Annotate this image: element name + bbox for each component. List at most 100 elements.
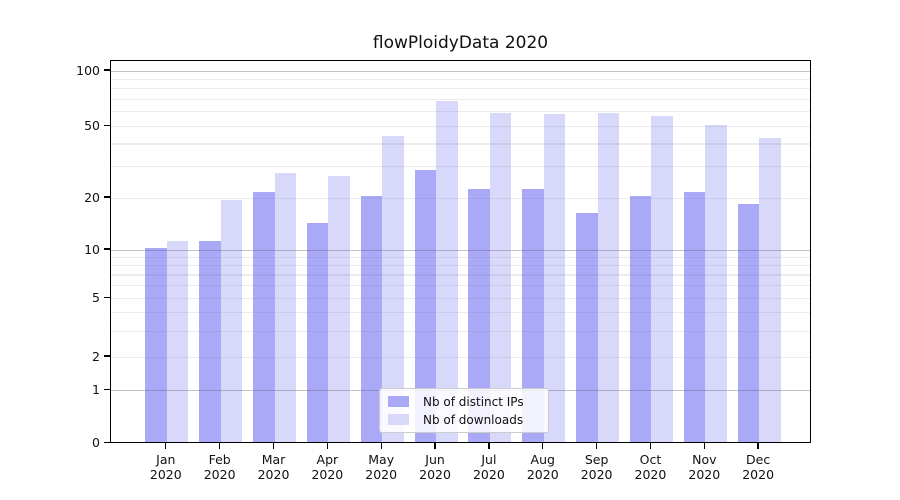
- bar-distinct-ips-aug: [522, 188, 544, 442]
- y-axis-tick-label: 2: [92, 348, 100, 364]
- x-tick-month: Sep: [584, 451, 609, 467]
- y-axis-tick-label: 1: [92, 382, 100, 397]
- x-tick-year: 2020: [419, 467, 451, 483]
- x-tick-month: Jul: [481, 451, 497, 467]
- x-axis-tick-label: May 2020: [349, 452, 413, 483]
- bar-downloads-dec: [759, 138, 781, 442]
- gridline-minor: [111, 265, 810, 267]
- bar-distinct-ips-dec: [737, 204, 760, 442]
- x-axis-tick-label: Dec 2020: [726, 452, 790, 483]
- legend-item-distinct-ips: Nb of distinct IPs: [388, 395, 540, 409]
- y-axis-tick-label: 50: [84, 118, 100, 133]
- x-tick-year: 2020: [365, 467, 398, 483]
- bar-distinct-ips-jan: [145, 248, 167, 442]
- y-axis-tick-mark: [103, 196, 110, 198]
- bar-distinct-ips-sep: [576, 212, 598, 442]
- x-tick-year: 2020: [634, 467, 667, 483]
- gridline-minor: [111, 99, 810, 101]
- gridline-minor: [111, 126, 810, 128]
- gridline-minor: [111, 143, 810, 145]
- legend-label-downloads: Nb of downloads: [423, 412, 524, 427]
- bar-downloads-sep: [597, 112, 620, 442]
- x-tick-month: Nov: [692, 451, 717, 467]
- y-axis-tick-mark: [103, 355, 110, 357]
- legend: Nb of distinct IPs Nb of downloads: [379, 388, 549, 433]
- y-axis-tick-mark: [103, 69, 110, 71]
- gridline-major: [111, 249, 810, 251]
- x-axis-tick-label: Feb 2020: [188, 452, 252, 483]
- x-axis-tick-mark: [326, 442, 329, 449]
- x-axis-tick-mark: [757, 442, 759, 449]
- x-axis-tick-mark: [380, 442, 382, 449]
- x-axis-tick-label: Apr 2020: [295, 452, 359, 483]
- x-axis-tick-label: Jan 2020: [134, 452, 198, 483]
- bar-downloads-jan: [166, 241, 189, 442]
- x-tick-month: Feb: [208, 451, 231, 467]
- x-tick-year: 2020: [688, 467, 721, 483]
- x-tick-month: May: [368, 451, 395, 467]
- bar-distinct-ips-may: [360, 196, 383, 442]
- bar-downloads-apr: [328, 175, 350, 442]
- x-tick-year: 2020: [257, 467, 290, 483]
- x-tick-year: 2020: [526, 467, 559, 483]
- y-axis-tick-mark: [103, 248, 110, 250]
- x-tick-year: 2020: [742, 467, 775, 483]
- x-axis-tick-label: Nov 2020: [672, 452, 736, 483]
- legend-label-distinct-ips: Nb of distinct IPs: [423, 394, 524, 409]
- bar-distinct-ips-nov: [683, 192, 706, 442]
- x-axis-tick-mark: [542, 442, 544, 449]
- gridline-minor: [111, 197, 810, 199]
- y-axis-tick-label: 100: [76, 62, 100, 78]
- gridline-minor: [111, 78, 810, 81]
- x-tick-year: 2020: [311, 467, 344, 483]
- y-axis-tick-label: 0: [92, 435, 100, 450]
- legend-swatch-distinct-ips-icon: [388, 396, 409, 407]
- gridline-minor: [111, 356, 810, 358]
- x-axis-tick-mark: [595, 442, 598, 449]
- bar-downloads-oct: [651, 115, 673, 442]
- x-axis-tick-mark: [649, 442, 652, 449]
- x-axis-tick-label: Aug 2020: [511, 452, 575, 483]
- y-axis-tick-mark: [103, 124, 110, 127]
- y-axis-tick-label: 10: [84, 241, 100, 257]
- x-axis-tick-label: Jul 2020: [457, 452, 521, 483]
- bar-distinct-ips-oct: [629, 196, 652, 442]
- x-tick-year: 2020: [149, 467, 182, 483]
- legend-item-downloads: Nb of downloads: [388, 413, 540, 427]
- x-tick-month: Jun: [425, 451, 445, 467]
- gridline-minor: [111, 165, 810, 167]
- chart-title: flowPloidyData 2020: [372, 33, 549, 53]
- x-tick-year: 2020: [472, 467, 505, 483]
- gridline-minor: [111, 88, 810, 90]
- x-tick-year: 2020: [203, 467, 236, 483]
- bar-distinct-ips-jul: [468, 188, 490, 442]
- x-tick-year: 2020: [580, 467, 613, 483]
- x-tick-month: Mar: [261, 451, 286, 467]
- bar-downloads-may: [382, 136, 404, 442]
- gridline-minor: [111, 256, 810, 258]
- x-axis-tick-mark: [434, 442, 436, 449]
- gridline-minor: [111, 298, 810, 300]
- x-tick-month: Aug: [530, 451, 555, 467]
- x-axis-tick-mark: [272, 442, 275, 449]
- x-tick-month: Dec: [746, 451, 771, 467]
- y-axis-tick-label: 5: [92, 290, 100, 305]
- y-axis-tick-mark: [103, 296, 110, 299]
- x-axis-tick-label: Jun 2020: [403, 452, 467, 483]
- bar-distinct-ips-mar: [253, 192, 275, 442]
- gridline-major: [111, 70, 810, 72]
- x-axis-tick-mark: [218, 442, 221, 449]
- legend-swatch-downloads-icon: [388, 414, 409, 425]
- x-axis-tick-label: Oct 2020: [618, 452, 682, 483]
- y-axis-tick-label: 20: [84, 189, 100, 205]
- bar-downloads-nov: [705, 124, 727, 442]
- y-axis-tick-mark: [103, 388, 110, 391]
- bar-distinct-ips-feb: [199, 241, 221, 442]
- x-axis-tick-mark: [703, 442, 705, 449]
- x-axis-tick-label: Sep 2020: [565, 452, 629, 483]
- gridline-minor: [111, 330, 810, 332]
- plot-area: Nb of distinct IPs Nb of downloads: [110, 60, 811, 443]
- gridline-minor: [111, 274, 810, 276]
- x-axis-tick-label: Mar 2020: [242, 452, 306, 483]
- bar-distinct-ips-apr: [306, 222, 329, 442]
